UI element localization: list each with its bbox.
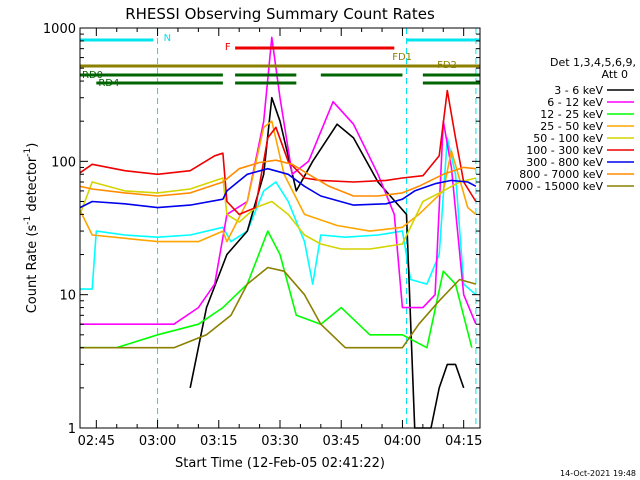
y-axis-label-sup: -1 <box>23 216 33 225</box>
flag-label-f: F <box>225 42 231 53</box>
legend-header-line2: Att 0 <box>602 68 628 81</box>
x-tick-label-3: 03:30 <box>261 434 298 449</box>
x-tick-label-0: 02:45 <box>78 434 115 449</box>
x-tick-label-4: 03:45 <box>322 434 359 449</box>
legend-label-1: 6 - 12 keV <box>547 96 603 109</box>
legend-label-4: 50 - 100 keV <box>533 132 603 145</box>
y-tick-label-0: 1 <box>68 422 76 437</box>
timestamp: 14-Oct-2021 19:48 <box>560 469 636 478</box>
y-tick-label-2: 100 <box>51 155 76 170</box>
x-tick-label-1: 03:00 <box>139 434 176 449</box>
series-line-8 <box>80 266 477 349</box>
y-axis-label-end: ) <box>25 143 40 148</box>
legend-label-2: 12 - 25 keV <box>540 108 603 121</box>
chart-title: RHESSI Observing Summary Count Rates <box>125 5 435 23</box>
y-axis: 1 10 100 1000 <box>43 22 480 437</box>
legend-label-0: 3 - 6 keV <box>554 84 603 97</box>
legend-label-8: 7000 - 15000 keV <box>505 180 603 193</box>
series-line-6 <box>79 167 477 209</box>
legend-label-6: 300 - 800 keV <box>526 156 603 169</box>
flag-label-rd0: RD0 <box>82 70 103 81</box>
legend-header-line1: Det 1,3,4,5,6,9, <box>550 56 636 69</box>
x-tick-label-5: 04:00 <box>384 434 421 449</box>
flag-label-n: N <box>164 33 171 44</box>
legend-label-5: 100 - 300 keV <box>526 144 603 157</box>
x-tick-label-2: 03:15 <box>200 434 237 449</box>
flag-label-fd2: FD2 <box>437 60 457 71</box>
x-axis-label: Start Time (12-Feb-05 02:41:22) <box>175 456 385 471</box>
y-tick-label-3: 1000 <box>43 22 76 37</box>
flag-label-rd4: RD4 <box>98 78 119 89</box>
legend-label-7: 800 - 7000 keV <box>519 168 603 181</box>
flag-label-fd1: FD1 <box>392 52 412 63</box>
y-tick-label-1: 10 <box>59 289 76 304</box>
y-axis-label: Count Rate (s-1 detector-1) <box>23 143 40 314</box>
x-tick-label-6: 04:15 <box>445 434 482 449</box>
series-line-2 <box>80 230 473 349</box>
y-axis-label-start: Count Rate (s <box>25 225 40 314</box>
series-line-5 <box>79 89 477 216</box>
x-axis: 02:45 03:00 03:15 03:30 03:45 04:00 04:15 <box>78 28 482 449</box>
series-line-4 <box>79 177 477 250</box>
y-axis-label-mid: detector <box>25 156 40 216</box>
series-line-0 <box>189 96 465 429</box>
series-line-cyan-trace <box>80 137 477 296</box>
legend-label-3: 25 - 50 keV <box>540 120 603 133</box>
y-axis-label-sup2: -1 <box>23 148 33 157</box>
series-line-7 <box>79 159 476 197</box>
series-line-1 <box>80 36 477 326</box>
